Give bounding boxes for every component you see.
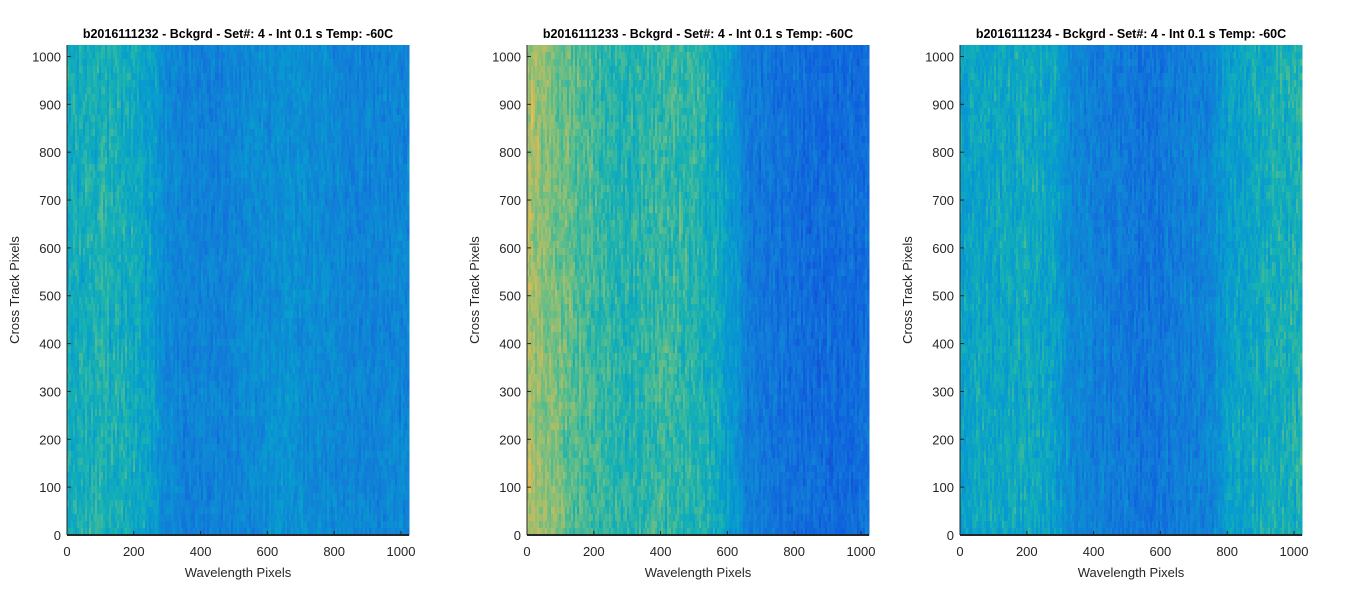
y-axis-label: Cross Track Pixels: [900, 236, 915, 344]
y-tick-label: 1000: [32, 49, 61, 64]
x-tick-label: 400: [1083, 544, 1105, 559]
y-tick-label: 200: [932, 432, 954, 447]
y-tick-label: 900: [932, 97, 954, 112]
y-tick-label: 600: [39, 241, 61, 256]
x-tick-label: 800: [323, 544, 345, 559]
y-tick-label: 700: [39, 193, 61, 208]
heatmap-image: [960, 45, 1302, 535]
y-tick-label: 600: [499, 241, 521, 256]
x-tick-label: 600: [1150, 544, 1172, 559]
y-tick-label: 1000: [492, 49, 521, 64]
x-tick-label: 200: [1016, 544, 1038, 559]
y-tick-label: 900: [499, 97, 521, 112]
y-tick-label: 300: [499, 384, 521, 399]
x-tick-label: 0: [956, 544, 963, 559]
x-tick-label: 0: [63, 544, 70, 559]
y-tick-label: 0: [514, 528, 521, 543]
y-tick-label: 900: [39, 97, 61, 112]
y-tick-label: 200: [499, 432, 521, 447]
y-tick-label: 400: [39, 337, 61, 352]
panel-1: 0 200 400 600 800 1000 0 100 200 300 400 500 600 700 8…: [7, 27, 415, 580]
y-axis-label: Cross Track Pixels: [467, 236, 482, 344]
y-tick-label: 400: [499, 337, 521, 352]
y-tick-label: 0: [54, 528, 61, 543]
y-tick-label: 500: [39, 289, 61, 304]
y-tick-label: 100: [39, 480, 61, 495]
chart-title: b2016111233 - Bckgrd - Set#: 4 - Int 0.1…: [543, 27, 853, 41]
y-tick-label: 700: [932, 193, 954, 208]
y-tick-label: 800: [39, 145, 61, 160]
x-tick-label: 400: [190, 544, 212, 559]
heatmap-image: [527, 45, 869, 535]
y-tick-label: 0: [947, 528, 954, 543]
x-tick-label: 1000: [847, 544, 876, 559]
x-tick-label: 800: [783, 544, 805, 559]
y-tick-label: 300: [39, 384, 61, 399]
y-tick-label: 800: [932, 145, 954, 160]
x-tick-label: 1000: [387, 544, 416, 559]
y-tick-label: 700: [499, 193, 521, 208]
chart-title: b2016111232 - Bckgrd - Set#: 4 - Int 0.1…: [83, 27, 393, 41]
y-tick-label: 600: [932, 241, 954, 256]
x-tick-label: 600: [257, 544, 279, 559]
x-tick-label: 200: [583, 544, 605, 559]
x-tick-label: 1000: [1280, 544, 1309, 559]
x-axis-label: Wavelength Pixels: [645, 565, 752, 580]
x-axis-label: Wavelength Pixels: [185, 565, 292, 580]
y-tick-label: 400: [932, 337, 954, 352]
x-tick-label: 800: [1216, 544, 1238, 559]
y-tick-label: 800: [499, 145, 521, 160]
x-tick-label: 600: [717, 544, 739, 559]
y-tick-label: 100: [932, 480, 954, 495]
y-axis-label: Cross Track Pixels: [7, 236, 22, 344]
x-axis-label: Wavelength Pixels: [1078, 565, 1185, 580]
heatmap-image: [67, 45, 409, 535]
y-tick-label: 200: [39, 432, 61, 447]
x-tick-label: 200: [123, 544, 145, 559]
panel-3: 0 200 400 600 800 1000 0 100 200 300 400 500 600 700 8…: [900, 27, 1308, 580]
x-tick-label: 400: [650, 544, 672, 559]
y-tick-label: 500: [932, 289, 954, 304]
panel-2: 0 200 400 600 800 1000 0 100 200 300 400 500 600 700 8…: [467, 27, 875, 580]
x-tick-label: 0: [523, 544, 530, 559]
y-tick-label: 1000: [925, 49, 954, 64]
y-tick-label: 300: [932, 384, 954, 399]
chart-title: b2016111234 - Bckgrd - Set#: 4 - Int 0.1…: [976, 27, 1286, 41]
y-tick-label: 100: [499, 480, 521, 495]
y-tick-label: 500: [499, 289, 521, 304]
